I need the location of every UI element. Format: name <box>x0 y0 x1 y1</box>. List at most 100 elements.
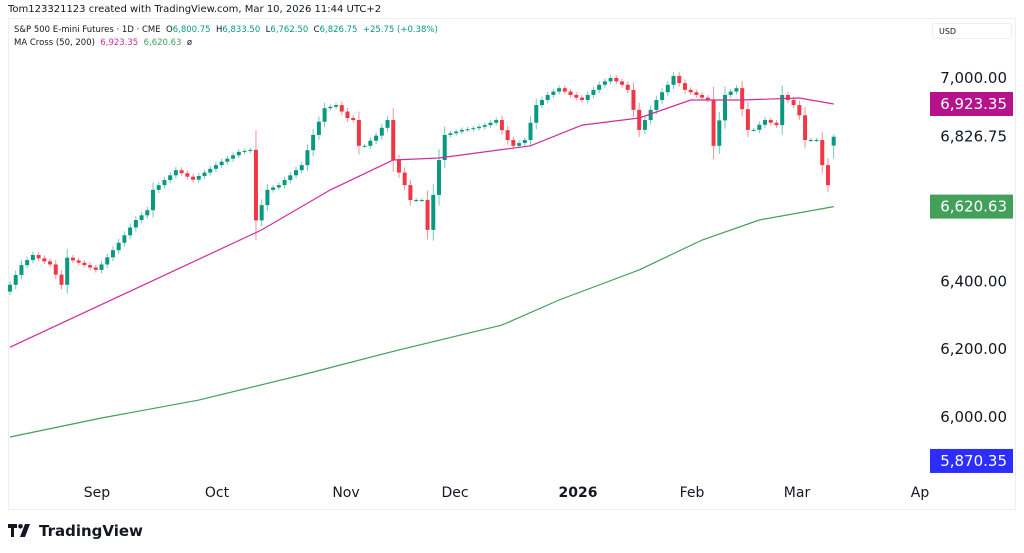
candle-body <box>379 127 384 136</box>
candle-body <box>820 140 825 166</box>
open-label: O <box>166 25 173 35</box>
candle-body <box>168 175 173 181</box>
candle-body <box>231 155 236 159</box>
ma-slow-value: 6,620.63 <box>143 38 182 48</box>
candle-body <box>648 109 653 121</box>
candles <box>8 71 836 296</box>
candle-body <box>116 242 121 251</box>
candle-body <box>356 120 361 146</box>
moving-averages <box>9 97 834 438</box>
candle-body <box>728 91 733 95</box>
candle-body <box>414 200 419 202</box>
x-tick-label: Nov <box>332 485 359 501</box>
brand-name: TradingView <box>39 522 143 540</box>
candle-body <box>551 91 556 95</box>
candle-body <box>671 75 676 85</box>
candle-body <box>213 165 218 169</box>
candle-body <box>825 165 830 186</box>
chart-credit: Tom123321123 created with TradingView.co… <box>8 4 382 15</box>
candle-body <box>591 89 596 95</box>
tradingview-logo[interactable]: TradingView <box>8 522 143 540</box>
candle-body <box>557 88 562 92</box>
candle-body <box>76 260 81 263</box>
candle-body <box>700 94 705 98</box>
candle-body <box>803 115 808 141</box>
candle-body <box>528 122 533 141</box>
symbol-legend[interactable]: S&P 500 E-mini Futures · 1D · CME O6,800… <box>14 24 438 37</box>
candle-body <box>219 161 224 166</box>
candle-body <box>637 109 642 130</box>
high-value: 6,833.50 <box>222 25 261 35</box>
candle-body <box>780 94 785 126</box>
candle-body <box>437 160 441 195</box>
candle-body <box>614 78 619 82</box>
candle-body <box>682 83 687 90</box>
candle-body <box>580 97 584 101</box>
candle-body <box>499 120 504 131</box>
candle-body <box>305 150 310 166</box>
price-label: 6,923.35 <box>940 95 1007 113</box>
candle-body <box>539 100 544 106</box>
candle-body <box>208 168 213 173</box>
candle-body <box>442 134 447 161</box>
x-tick-label: Dec <box>441 485 468 501</box>
candle-body <box>694 92 699 95</box>
candle-body <box>110 250 115 258</box>
candle-body <box>151 189 155 211</box>
symbol-name: S&P 500 E-mini Futures · 1D · CME <box>14 25 161 35</box>
candle-body <box>133 220 138 228</box>
candle-body <box>53 264 58 275</box>
candle-body <box>265 189 270 206</box>
candle-body <box>522 140 527 144</box>
candle-body <box>488 122 493 126</box>
candle-body <box>585 94 590 101</box>
time-axis: Sep Oct Nov Dec 2026 Feb Mar Ap <box>84 485 930 501</box>
candle-body <box>128 227 133 236</box>
candle-body <box>294 170 298 176</box>
candle-body <box>322 108 327 122</box>
candle-body <box>574 94 579 98</box>
indicator-empty-icon: ø <box>186 38 193 48</box>
candle-body <box>316 121 321 135</box>
candle-body <box>723 94 727 121</box>
candle-body <box>362 145 367 147</box>
candle-body <box>745 109 750 130</box>
candle-body <box>242 150 247 152</box>
candle-body <box>785 94 790 101</box>
candle-body <box>374 135 379 141</box>
candle-body <box>236 151 241 156</box>
y-tick-label: 6,400.00 <box>940 272 1007 290</box>
candle-body <box>625 84 630 90</box>
candle-body <box>48 261 53 265</box>
candle-body <box>448 133 453 135</box>
candle-body <box>93 267 98 270</box>
candle-body <box>471 128 476 130</box>
candle-body <box>654 100 659 110</box>
candle-body <box>351 118 356 121</box>
x-tick-label: Ap <box>911 485 930 501</box>
tradingview-logo-icon <box>8 524 30 537</box>
indicator-legend[interactable]: MA Cross (50, 200) 6,923.35 6,620.63 ø <box>14 37 438 50</box>
candle-body <box>631 89 636 110</box>
candle-body <box>185 173 190 177</box>
candle-body <box>179 170 184 174</box>
candle-body <box>334 105 339 107</box>
candle-body <box>425 200 430 230</box>
currency-button[interactable]: USD <box>932 23 1012 39</box>
candle-body <box>13 274 18 285</box>
candle-body <box>814 140 819 142</box>
candle-body <box>545 94 550 101</box>
candle-body <box>202 172 207 176</box>
chart-legend: S&P 500 E-mini Futures · 1D · CME O6,800… <box>14 24 438 50</box>
candle-body <box>602 81 607 85</box>
candle-body <box>465 129 470 131</box>
x-tick-label: 2026 <box>559 485 598 501</box>
candle-body <box>797 105 802 116</box>
candle-body <box>494 120 499 123</box>
candle-body <box>145 210 150 216</box>
candle-body <box>740 88 745 110</box>
y-tick-label: 6,000.00 <box>940 408 1007 426</box>
candle-body <box>65 257 70 285</box>
candle-body <box>642 120 647 130</box>
